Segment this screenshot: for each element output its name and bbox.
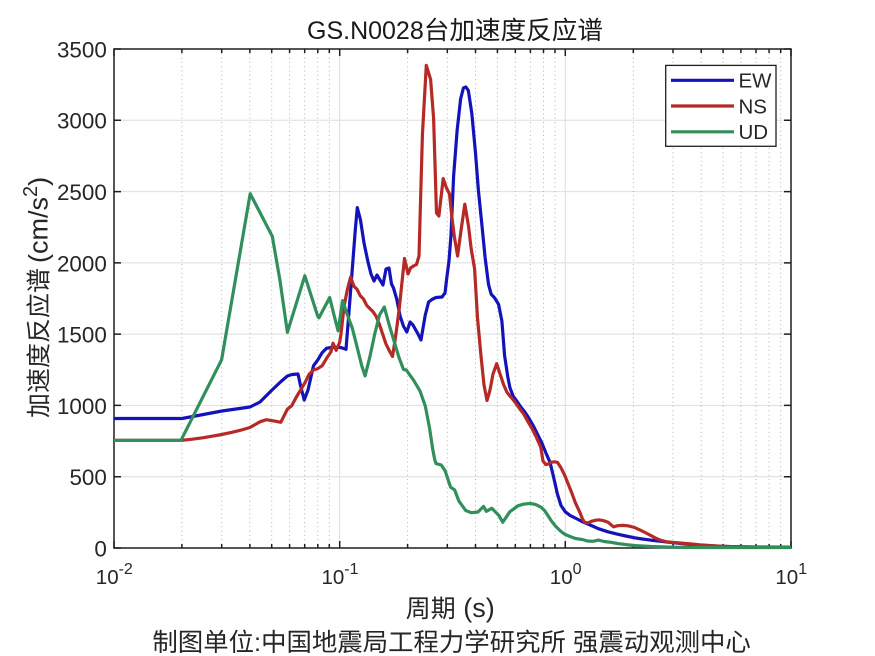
svg-text:): ) — [24, 177, 54, 186]
svg-text:NS: NS — [739, 95, 767, 118]
svg-text:10: 10 — [322, 566, 345, 589]
svg-text:2500: 2500 — [57, 180, 107, 205]
svg-text:500: 500 — [69, 465, 106, 490]
svg-text:1500: 1500 — [57, 323, 107, 348]
svg-text:0: 0 — [573, 561, 582, 578]
svg-text:(cm/s: (cm/s — [24, 197, 54, 263]
svg-text:1000: 1000 — [57, 394, 107, 419]
svg-text:0: 0 — [94, 536, 106, 561]
svg-text:10: 10 — [96, 566, 119, 589]
svg-text:3000: 3000 — [57, 109, 107, 134]
svg-text:GS.N0028: GS.N0028 — [307, 17, 424, 45]
svg-text:UD: UD — [739, 121, 769, 144]
svg-text:2: 2 — [20, 186, 42, 197]
svg-text:2000: 2000 — [57, 251, 107, 276]
svg-text:10: 10 — [550, 566, 573, 589]
svg-text:-2: -2 — [119, 561, 133, 578]
svg-text:1: 1 — [798, 561, 807, 578]
svg-text:-1: -1 — [344, 561, 358, 578]
svg-text:(s): (s) — [463, 593, 494, 623]
svg-text:3500: 3500 — [57, 37, 107, 62]
svg-text::: : — [254, 629, 261, 656]
svg-text:10: 10 — [775, 566, 798, 589]
svg-text:EW: EW — [739, 70, 773, 93]
